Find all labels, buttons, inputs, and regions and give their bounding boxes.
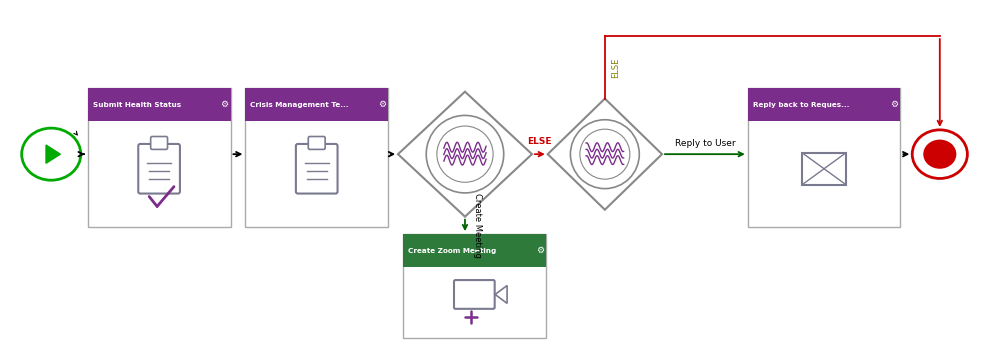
Polygon shape [548,99,662,210]
FancyBboxPatch shape [245,88,388,227]
FancyBboxPatch shape [802,153,846,184]
FancyBboxPatch shape [87,88,230,227]
Text: Create Meeting: Create Meeting [473,193,482,258]
FancyBboxPatch shape [87,88,230,121]
Polygon shape [46,145,61,163]
Polygon shape [398,92,532,217]
Text: Reply to User: Reply to User [674,139,735,148]
FancyBboxPatch shape [454,280,495,309]
Text: ⚙: ⚙ [220,100,228,109]
Ellipse shape [22,128,80,180]
FancyBboxPatch shape [138,144,180,194]
Text: Create Zoom Meeting: Create Zoom Meeting [408,247,496,253]
FancyBboxPatch shape [403,234,546,267]
Text: ELSE: ELSE [527,137,552,146]
Text: Reply back to Reques...: Reply back to Reques... [753,102,849,108]
Polygon shape [496,286,507,303]
Text: ⚙: ⚙ [891,100,899,109]
FancyBboxPatch shape [748,88,901,121]
FancyBboxPatch shape [151,136,168,149]
FancyBboxPatch shape [748,88,901,227]
FancyBboxPatch shape [308,136,325,149]
Ellipse shape [913,130,967,178]
FancyBboxPatch shape [296,144,338,194]
Text: Submit Health Status: Submit Health Status [92,102,181,108]
Text: ⚙: ⚙ [378,100,386,109]
FancyBboxPatch shape [403,234,546,338]
Text: ELSE: ELSE [611,57,620,78]
Ellipse shape [923,140,956,169]
Text: Crisis Management Te...: Crisis Management Te... [250,102,349,108]
Text: ⚙: ⚙ [536,246,544,255]
FancyBboxPatch shape [245,88,388,121]
